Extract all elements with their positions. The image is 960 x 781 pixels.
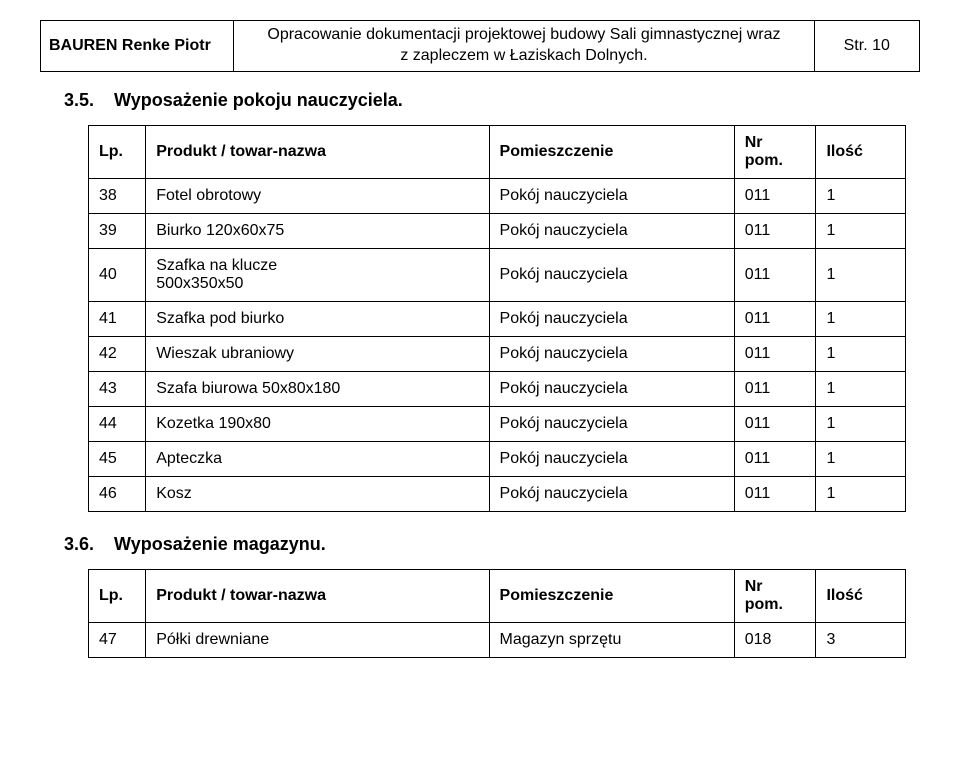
cell-nr: 018 bbox=[734, 622, 816, 657]
table-row: 40 Szafka na klucze 500x350x50 Pokój nau… bbox=[89, 248, 906, 301]
cell-room: Pokój nauczyciela bbox=[489, 213, 734, 248]
cell-room: Pokój nauczyciela bbox=[489, 371, 734, 406]
nr-line2: pom. bbox=[745, 596, 783, 613]
cell-nr: 011 bbox=[734, 178, 816, 213]
section2-number: 3.6. bbox=[64, 534, 94, 554]
section-heading-2: 3.6. Wyposażenie magazynu. bbox=[64, 534, 920, 555]
cell-nr: 011 bbox=[734, 248, 816, 301]
cell-room: Magazyn sprzętu bbox=[489, 622, 734, 657]
table-row: 46 Kosz Pokój nauczyciela 011 1 bbox=[89, 476, 906, 511]
col-room-header: Pomieszczenie bbox=[489, 125, 734, 178]
cell-room: Pokój nauczyciela bbox=[489, 476, 734, 511]
header-center-line1: Opracowanie dokumentacji projektowej bud… bbox=[267, 26, 780, 43]
section1-number: 3.5. bbox=[64, 90, 94, 110]
cell-nr: 011 bbox=[734, 301, 816, 336]
cell-product: Wieszak ubraniowy bbox=[146, 336, 489, 371]
section-heading-1: 3.5. Wyposażenie pokoju nauczyciela. bbox=[64, 90, 920, 111]
cell-lp: 46 bbox=[89, 476, 146, 511]
header-left: BAUREN Renke Piotr bbox=[41, 21, 234, 72]
table-row: 47 Półki drewniane Magazyn sprzętu 018 3 bbox=[89, 622, 906, 657]
cell-qty: 1 bbox=[816, 476, 906, 511]
cell-room: Pokój nauczyciela bbox=[489, 301, 734, 336]
cell-product: Biurko 120x60x75 bbox=[146, 213, 489, 248]
cell-qty: 1 bbox=[816, 248, 906, 301]
table-row: 45 Apteczka Pokój nauczyciela 011 1 bbox=[89, 441, 906, 476]
cell-lp: 45 bbox=[89, 441, 146, 476]
cell-product: Apteczka bbox=[146, 441, 489, 476]
header-center: Opracowanie dokumentacji projektowej bud… bbox=[234, 21, 814, 72]
prod-line1: Szafka na klucze bbox=[156, 257, 277, 274]
col-lp-header: Lp. bbox=[89, 569, 146, 622]
cell-room: Pokój nauczyciela bbox=[489, 406, 734, 441]
table-row: 39 Biurko 120x60x75 Pokój nauczyciela 01… bbox=[89, 213, 906, 248]
nr-line1: Nr bbox=[745, 578, 763, 595]
section1-title: Wyposażenie pokoju nauczyciela. bbox=[114, 90, 403, 110]
col-nr-header: Nr pom. bbox=[734, 125, 816, 178]
cell-qty: 3 bbox=[816, 622, 906, 657]
cell-qty: 1 bbox=[816, 336, 906, 371]
cell-lp: 39 bbox=[89, 213, 146, 248]
col-nr-header: Nr pom. bbox=[734, 569, 816, 622]
cell-room: Pokój nauczyciela bbox=[489, 248, 734, 301]
col-product-header: Produkt / towar-nazwa bbox=[146, 569, 489, 622]
cell-room: Pokój nauczyciela bbox=[489, 441, 734, 476]
col-product-header: Produkt / towar-nazwa bbox=[146, 125, 489, 178]
table-header-row: Lp. Produkt / towar-nazwa Pomieszczenie … bbox=[89, 569, 906, 622]
cell-qty: 1 bbox=[816, 213, 906, 248]
cell-lp: 38 bbox=[89, 178, 146, 213]
cell-qty: 1 bbox=[816, 371, 906, 406]
col-room-header: Pomieszczenie bbox=[489, 569, 734, 622]
table-header-row: Lp. Produkt / towar-nazwa Pomieszczenie … bbox=[89, 125, 906, 178]
header-right: Str. 10 bbox=[814, 21, 919, 72]
section2-title: Wyposażenie magazynu. bbox=[114, 534, 326, 554]
cell-qty: 1 bbox=[816, 406, 906, 441]
cell-qty: 1 bbox=[816, 178, 906, 213]
cell-product: Półki drewniane bbox=[146, 622, 489, 657]
table-row: 44 Kozetka 190x80 Pokój nauczyciela 011 … bbox=[89, 406, 906, 441]
table-row: 41 Szafka pod biurko Pokój nauczyciela 0… bbox=[89, 301, 906, 336]
nr-line1: Nr bbox=[745, 134, 763, 151]
cell-product: Szafa biurowa 50x80x180 bbox=[146, 371, 489, 406]
cell-product: Kozetka 190x80 bbox=[146, 406, 489, 441]
cell-lp: 44 bbox=[89, 406, 146, 441]
cell-lp: 42 bbox=[89, 336, 146, 371]
equipment-table-1: Lp. Produkt / towar-nazwa Pomieszczenie … bbox=[88, 125, 906, 512]
cell-nr: 011 bbox=[734, 336, 816, 371]
table-row: 38 Fotel obrotowy Pokój nauczyciela 011 … bbox=[89, 178, 906, 213]
cell-nr: 011 bbox=[734, 441, 816, 476]
cell-product: Szafka na klucze 500x350x50 bbox=[146, 248, 489, 301]
table-row: 43 Szafa biurowa 50x80x180 Pokój nauczyc… bbox=[89, 371, 906, 406]
col-lp-header: Lp. bbox=[89, 125, 146, 178]
cell-nr: 011 bbox=[734, 371, 816, 406]
cell-lp: 41 bbox=[89, 301, 146, 336]
equipment-table-2: Lp. Produkt / towar-nazwa Pomieszczenie … bbox=[88, 569, 906, 658]
col-qty-header: Ilość bbox=[816, 125, 906, 178]
cell-qty: 1 bbox=[816, 301, 906, 336]
cell-product: Szafka pod biurko bbox=[146, 301, 489, 336]
cell-lp: 43 bbox=[89, 371, 146, 406]
cell-lp: 47 bbox=[89, 622, 146, 657]
cell-nr: 011 bbox=[734, 476, 816, 511]
cell-product: Fotel obrotowy bbox=[146, 178, 489, 213]
header-center-line2: z zapleczem w Łaziskach Dolnych. bbox=[400, 47, 647, 64]
cell-room: Pokój nauczyciela bbox=[489, 178, 734, 213]
cell-room: Pokój nauczyciela bbox=[489, 336, 734, 371]
cell-nr: 011 bbox=[734, 406, 816, 441]
col-qty-header: Ilość bbox=[816, 569, 906, 622]
cell-lp: 40 bbox=[89, 248, 146, 301]
cell-nr: 011 bbox=[734, 213, 816, 248]
cell-qty: 1 bbox=[816, 441, 906, 476]
table-row: 42 Wieszak ubraniowy Pokój nauczyciela 0… bbox=[89, 336, 906, 371]
nr-line2: pom. bbox=[745, 152, 783, 169]
cell-product: Kosz bbox=[146, 476, 489, 511]
doc-header-table: BAUREN Renke Piotr Opracowanie dokumenta… bbox=[40, 20, 920, 72]
prod-line2: 500x350x50 bbox=[156, 275, 243, 292]
